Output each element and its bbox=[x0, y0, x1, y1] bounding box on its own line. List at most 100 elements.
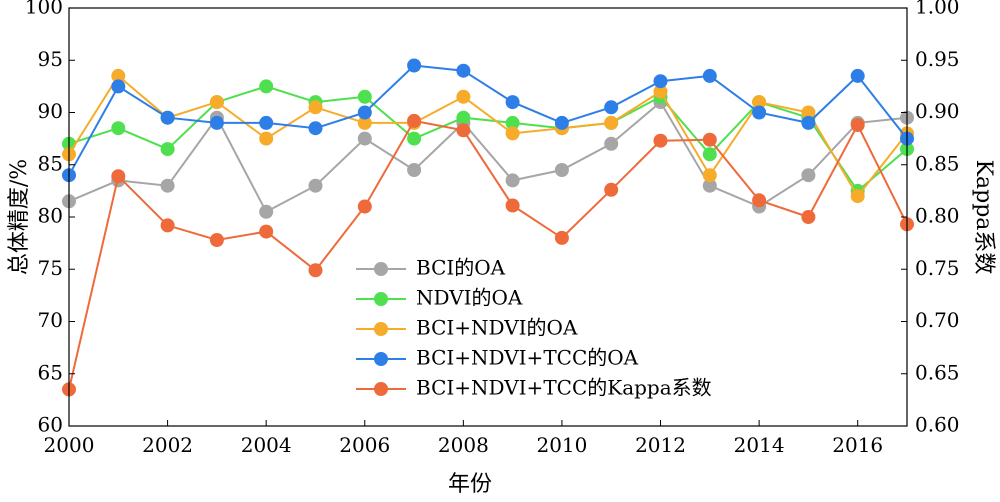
data-point bbox=[111, 68, 126, 83]
x-tick-label: 2002 bbox=[142, 433, 193, 457]
series-2 bbox=[62, 68, 914, 204]
y-tick-label: 95 bbox=[38, 47, 63, 71]
legend: BCI的OA NDVI的OA BCI+NDVI的OA BCI+NDVI+TCC的OA B… bbox=[356, 256, 712, 400]
data-point bbox=[308, 263, 323, 278]
data-point bbox=[407, 58, 422, 73]
data-point bbox=[850, 189, 865, 204]
legend-label: BCI+NDVI的OA bbox=[416, 316, 578, 340]
data-point bbox=[456, 110, 471, 125]
series-line bbox=[68, 85, 908, 193]
data-point bbox=[653, 133, 668, 148]
data-point bbox=[505, 115, 520, 130]
data-point bbox=[357, 115, 372, 130]
axis-layer: 2000 2002 2004 2006 2008 2010 2012 2014 2016 60 65… bbox=[25, 0, 960, 457]
y-axis-title: 总体精度/% bbox=[7, 159, 32, 275]
y2-tick-label: 1.00 bbox=[915, 0, 960, 19]
series-4 bbox=[62, 113, 914, 397]
x-tick-label: 2004 bbox=[241, 433, 292, 457]
data-point bbox=[604, 136, 619, 151]
y-tick-label: 90 bbox=[38, 99, 63, 123]
data-point bbox=[505, 198, 520, 213]
data-point bbox=[604, 100, 619, 115]
x-tick-label: 2014 bbox=[734, 433, 785, 457]
data-point bbox=[308, 178, 323, 193]
data-point bbox=[604, 182, 619, 197]
data-point bbox=[554, 163, 569, 177]
data-point bbox=[357, 89, 372, 104]
data-point bbox=[702, 147, 717, 162]
data-point bbox=[653, 84, 668, 99]
legend-marker bbox=[374, 262, 388, 276]
series-1 bbox=[62, 79, 914, 198]
data-point bbox=[259, 224, 274, 239]
legend-item: BCI+NDVI+TCC的Kappa系数 bbox=[356, 376, 712, 400]
data-point bbox=[653, 74, 668, 89]
legend-marker bbox=[374, 382, 388, 396]
legend-item: BCI的OA bbox=[356, 256, 506, 280]
y2-tick-label: 0.95 bbox=[915, 47, 960, 71]
y-tick-label: 85 bbox=[38, 151, 63, 175]
data-point bbox=[702, 178, 717, 193]
legend-marker bbox=[374, 352, 388, 366]
data-point bbox=[160, 178, 175, 193]
y-tick-label: 70 bbox=[38, 308, 63, 332]
data-point bbox=[111, 121, 126, 136]
data-point bbox=[308, 100, 323, 115]
data-point bbox=[702, 168, 717, 183]
x-tick-label: 2012 bbox=[635, 433, 686, 457]
y-tick-label: 65 bbox=[38, 360, 63, 384]
data-point bbox=[456, 63, 471, 78]
y2-tick-label: 0.70 bbox=[915, 308, 960, 332]
y-tick-label: 75 bbox=[38, 256, 63, 280]
y2-tick-label: 0.80 bbox=[915, 204, 960, 228]
x-tick-label: 2006 bbox=[339, 433, 390, 457]
y2-tick-label: 0.75 bbox=[915, 256, 960, 280]
data-point bbox=[850, 118, 865, 132]
legend-marker bbox=[374, 292, 388, 306]
series-0 bbox=[62, 95, 914, 219]
legend-item: NDVI的OA bbox=[356, 286, 523, 310]
data-point bbox=[357, 199, 372, 214]
legend-label: BCI+NDVI+TCC的OA bbox=[416, 346, 639, 370]
series-line bbox=[68, 74, 908, 198]
series-layer bbox=[62, 58, 914, 397]
data-point bbox=[209, 115, 224, 130]
data-point bbox=[752, 193, 767, 208]
data-point bbox=[209, 95, 224, 110]
data-point bbox=[801, 168, 816, 183]
x-tick-label: 2008 bbox=[438, 433, 489, 457]
data-point bbox=[259, 204, 274, 219]
data-point bbox=[801, 115, 816, 130]
data-point bbox=[407, 113, 422, 128]
legend-label: BCI的OA bbox=[416, 256, 506, 280]
data-point bbox=[407, 131, 422, 146]
data-point bbox=[407, 163, 422, 177]
y-tick-label: 80 bbox=[38, 204, 63, 228]
data-point bbox=[554, 230, 569, 245]
data-point bbox=[850, 68, 865, 83]
data-point bbox=[702, 68, 717, 83]
data-point bbox=[456, 89, 471, 104]
data-point bbox=[111, 169, 126, 184]
legend-label: NDVI的OA bbox=[416, 286, 523, 310]
data-point bbox=[801, 210, 816, 224]
data-point bbox=[209, 233, 224, 247]
x-tick-label: 2010 bbox=[536, 433, 587, 457]
x-tick-label: 2016 bbox=[832, 433, 883, 457]
data-point bbox=[308, 121, 323, 136]
series-line bbox=[68, 100, 908, 214]
legend-item: BCI+NDVI的OA bbox=[356, 316, 578, 340]
data-point bbox=[259, 79, 274, 94]
series-line bbox=[68, 64, 908, 176]
legend-marker bbox=[374, 322, 388, 336]
data-point bbox=[456, 123, 471, 138]
data-point bbox=[554, 115, 569, 130]
y2-axis-title: Kappa系数 bbox=[971, 160, 996, 275]
series-3 bbox=[62, 58, 914, 183]
y2-tick-label: 0.85 bbox=[915, 151, 960, 175]
y2-tick-label: 0.60 bbox=[915, 413, 960, 437]
data-point bbox=[357, 131, 372, 146]
data-point bbox=[160, 110, 175, 125]
data-point bbox=[259, 115, 274, 130]
